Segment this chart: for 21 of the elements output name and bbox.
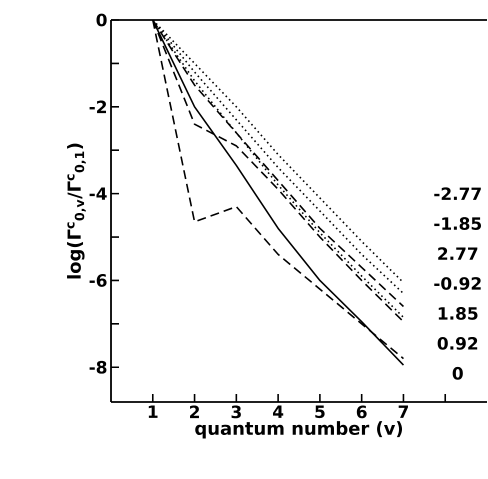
y-tick-label: -6 (90, 274, 107, 287)
text: 0 (452, 366, 463, 380)
text: -2.77 (434, 187, 481, 200)
text: 1.85 (438, 307, 478, 320)
text: -1.85 (434, 217, 481, 230)
x-tick-label: 5 (315, 406, 325, 418)
y-tick-label: -8 (90, 360, 106, 374)
x-tick-label: 7 (398, 406, 408, 418)
x-tick-label: 1 (148, 406, 158, 418)
y-tick-label: -2 (90, 100, 106, 114)
x-tick-label: 2 (190, 405, 199, 418)
y-tick-label: -4 (90, 187, 107, 200)
y-tick-label: 0 (96, 14, 107, 26)
x-tick-label: 3 (232, 405, 241, 418)
x-tick-label: 6 (356, 406, 367, 418)
y-axis-title: log(Γ$^{c}$$_{0,v}$/Γ$^{c}$$_{0,1}$) (67, 144, 86, 278)
text: -0.92 (434, 277, 481, 290)
x-axis-title: quantum number (v) (195, 421, 402, 439)
x-tick-label: 4 (272, 406, 284, 418)
text: 0.92 (438, 336, 478, 350)
text: 2.77 (438, 247, 478, 260)
